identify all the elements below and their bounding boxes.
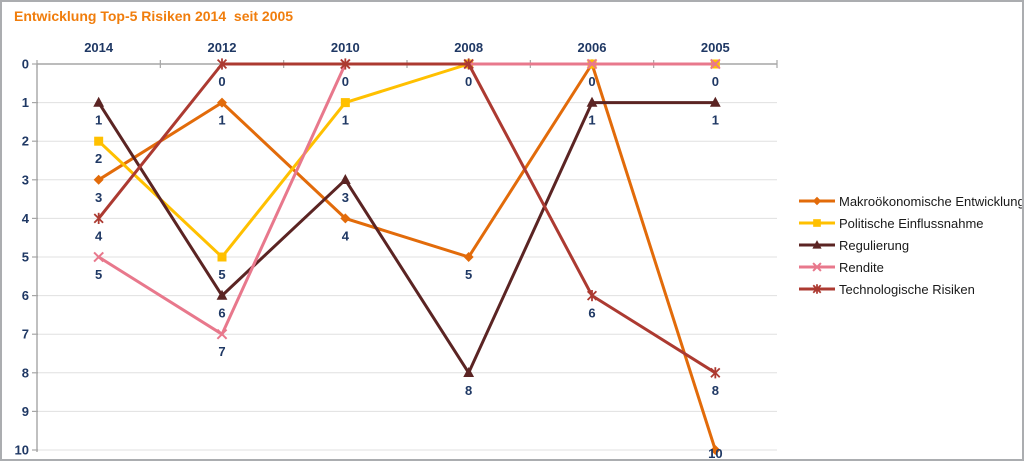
data-label: 1 <box>712 113 719 128</box>
legend-item-technologische-risiken: Technologische Risiken <box>799 278 1022 300</box>
y-tick-label: 8 <box>22 365 29 380</box>
y-tick-label: 9 <box>22 404 29 419</box>
legend-label: Regulierung <box>839 237 910 253</box>
data-label: 0 <box>342 74 349 89</box>
y-tick-label: 10 <box>15 443 29 458</box>
series-politische-einflussnahme <box>94 59 720 262</box>
x-tick-label: 2008 <box>454 40 483 55</box>
data-label: 6 <box>218 306 225 321</box>
data-label: 1 <box>95 113 102 128</box>
series-line <box>97 101 716 375</box>
axes <box>32 60 778 452</box>
data-label: 8 <box>712 383 719 398</box>
y-axis-labels: 0 1 2 3 4 5 6 7 8 9 10 <box>15 57 30 458</box>
data-label: 1 <box>588 113 595 128</box>
series-technologische-risiken <box>93 58 721 379</box>
data-label: 1 <box>218 113 225 128</box>
data-label: 0 <box>218 74 225 89</box>
y-tick-label: 1 <box>22 95 29 110</box>
legend-item-rendite: Rendite <box>799 256 1022 278</box>
x-marker-icon <box>799 262 835 272</box>
legend: Makroökonomische Entwicklung Politische E… <box>799 190 1024 300</box>
series-line <box>97 62 717 451</box>
data-label: 5 <box>218 267 225 282</box>
data-label: 4 <box>95 228 103 243</box>
x-tick-label: 2006 <box>578 40 607 55</box>
x-tick-label: 2014 <box>84 40 114 55</box>
legend-label: Technologische Risiken <box>839 281 975 297</box>
square-marker-icon <box>799 219 835 227</box>
data-label: 0 <box>588 74 595 89</box>
y-tick-label: 2 <box>22 134 29 149</box>
data-label: 4 <box>342 228 350 243</box>
series-line <box>97 62 717 375</box>
data-label: 6 <box>588 306 595 321</box>
legend-item-politische-einflussnahme: Politische Einflussnahme <box>799 212 1022 234</box>
x-tick-label: 2012 <box>208 40 237 55</box>
data-label: 0 <box>712 74 719 89</box>
star-marker-icon <box>799 284 835 294</box>
data-label: 2 <box>95 151 102 166</box>
y-tick-label: 7 <box>22 327 29 342</box>
y-tick-label: 4 <box>22 211 30 226</box>
chart-title: Entwicklung Top-5 Risiken 2014 seit 2005 <box>14 8 294 24</box>
x-tick-label: 2005 <box>701 40 730 55</box>
y-tick-label: 6 <box>22 288 29 303</box>
data-label: 1 <box>342 113 349 128</box>
legend-label: Politische Einflussnahme <box>839 215 984 231</box>
diamond-marker-icon <box>799 196 835 206</box>
data-label: 5 <box>465 267 472 282</box>
triangle-marker-icon <box>799 240 835 249</box>
x-axis-labels: 2014 2012 2010 2008 2006 2005 <box>84 40 730 55</box>
data-label: 0 <box>465 74 472 89</box>
x-tick-label: 2010 <box>331 40 360 55</box>
legend-item-regulierung: Regulierung <box>799 234 1022 256</box>
data-label: 8 <box>465 383 472 398</box>
data-label: 7 <box>218 344 225 359</box>
y-tick-label: 5 <box>22 250 29 265</box>
data-label: 5 <box>95 267 102 282</box>
legend-label: Rendite <box>839 259 884 275</box>
y-tick-label: 3 <box>22 172 29 187</box>
series-regulierung <box>93 96 721 377</box>
data-label: 10 <box>708 446 722 461</box>
data-label: 3 <box>342 190 349 205</box>
data-label: 3 <box>95 190 102 205</box>
legend-label: Makroökonomische Entwicklung <box>839 193 1024 209</box>
y-tick-label: 0 <box>22 57 29 72</box>
legend-item-makro-konomische-entwicklung: Makroökonomische Entwicklung <box>799 190 1024 212</box>
